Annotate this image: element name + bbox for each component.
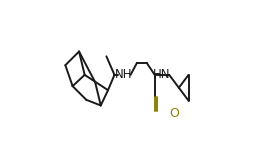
Text: O: O	[169, 107, 179, 120]
Text: HN: HN	[153, 68, 171, 81]
Text: NH: NH	[115, 68, 132, 81]
